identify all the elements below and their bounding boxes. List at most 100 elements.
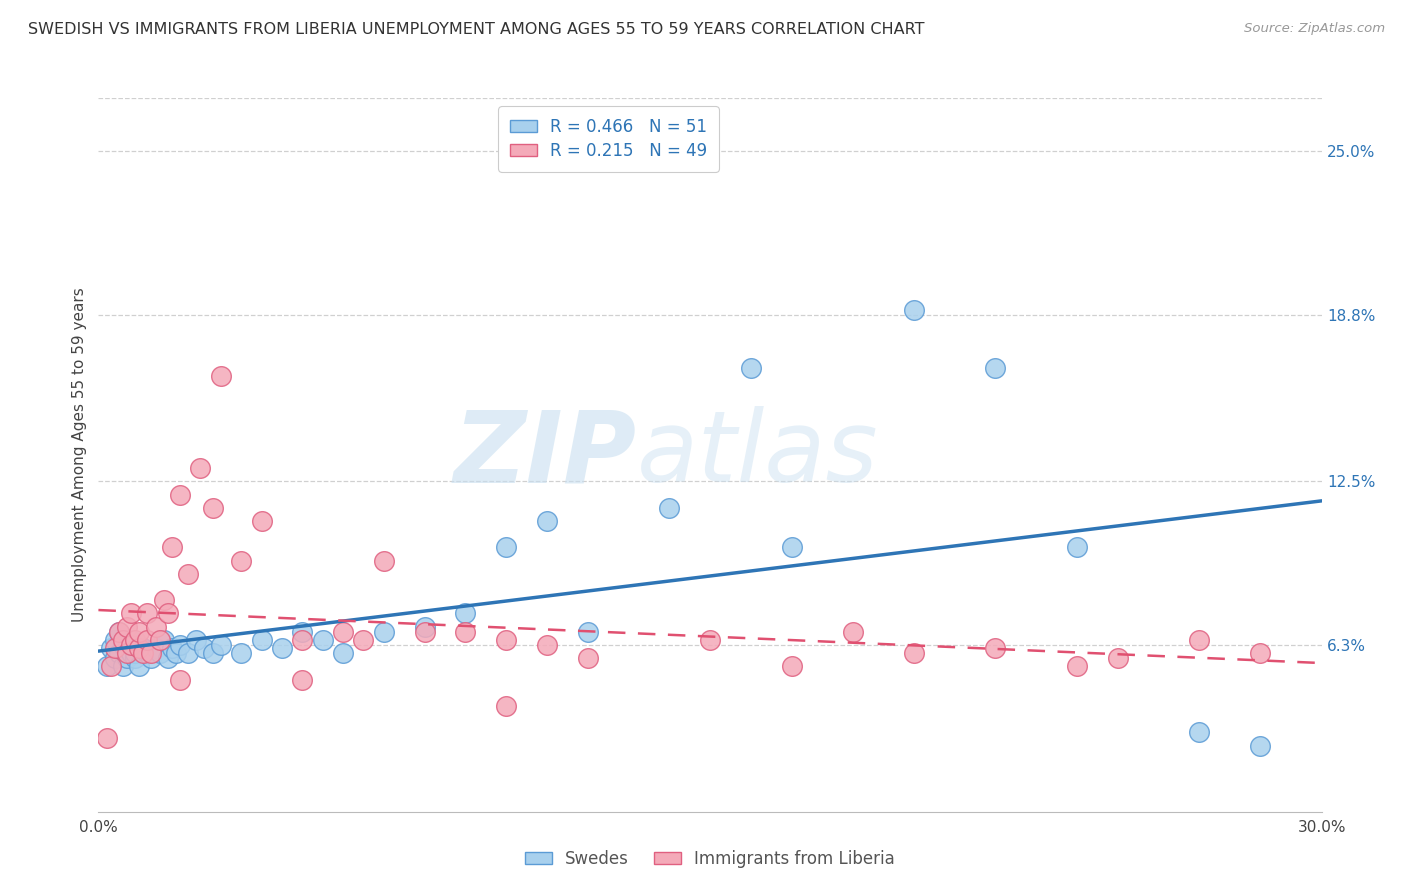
Point xyxy=(145,640,167,655)
Point xyxy=(152,632,174,647)
Point xyxy=(115,646,138,660)
Point xyxy=(250,514,273,528)
Point xyxy=(780,659,803,673)
Point xyxy=(413,625,436,640)
Point xyxy=(903,302,925,317)
Point xyxy=(120,646,142,660)
Point xyxy=(169,673,191,687)
Point xyxy=(188,461,212,475)
Y-axis label: Unemployment Among Ages 55 to 59 years: Unemployment Among Ages 55 to 59 years xyxy=(72,287,87,623)
Point xyxy=(145,620,167,634)
Point xyxy=(132,646,155,660)
Point xyxy=(536,514,558,528)
Point xyxy=(115,640,138,655)
Point xyxy=(100,640,122,655)
Point xyxy=(576,625,599,640)
Point xyxy=(270,640,294,655)
Point xyxy=(454,625,477,640)
Point xyxy=(780,541,803,555)
Point xyxy=(291,632,314,647)
Point xyxy=(291,625,314,640)
Point xyxy=(576,651,599,665)
Point xyxy=(352,632,374,647)
Point xyxy=(156,607,179,621)
Point xyxy=(332,646,354,660)
Point xyxy=(373,554,395,568)
Point xyxy=(136,646,159,660)
Point xyxy=(165,646,187,660)
Text: SWEDISH VS IMMIGRANTS FROM LIBERIA UNEMPLOYMENT AMONG AGES 55 TO 59 YEARS CORREL: SWEDISH VS IMMIGRANTS FROM LIBERIA UNEMP… xyxy=(28,22,925,37)
Point xyxy=(104,651,127,665)
Point xyxy=(160,640,183,655)
Point xyxy=(1188,632,1211,647)
Point xyxy=(108,646,131,660)
Point xyxy=(120,607,142,621)
Point xyxy=(156,651,179,665)
Point xyxy=(115,651,138,665)
Point xyxy=(495,632,517,647)
Text: ZIP: ZIP xyxy=(454,407,637,503)
Point xyxy=(984,360,1007,375)
Point xyxy=(231,646,253,660)
Point xyxy=(111,632,134,647)
Point xyxy=(177,566,200,581)
Point xyxy=(413,620,436,634)
Point xyxy=(332,625,354,640)
Point xyxy=(128,625,150,640)
Point xyxy=(128,638,150,652)
Point xyxy=(1188,725,1211,739)
Point xyxy=(160,541,183,555)
Point xyxy=(120,632,142,647)
Point xyxy=(115,620,138,634)
Point xyxy=(209,368,232,383)
Point xyxy=(536,638,558,652)
Point xyxy=(96,731,118,745)
Point xyxy=(903,646,925,660)
Point xyxy=(177,646,200,660)
Point xyxy=(132,640,155,655)
Point xyxy=(124,651,146,665)
Point xyxy=(169,487,191,501)
Point xyxy=(193,640,215,655)
Point xyxy=(149,632,172,647)
Point xyxy=(141,651,163,665)
Point xyxy=(136,607,159,621)
Point xyxy=(108,625,131,640)
Point xyxy=(120,638,142,652)
Point xyxy=(740,360,762,375)
Point xyxy=(104,640,127,655)
Point xyxy=(231,554,253,568)
Point xyxy=(658,500,681,515)
Point xyxy=(209,638,232,652)
Point xyxy=(984,640,1007,655)
Point xyxy=(111,659,134,673)
Point xyxy=(1249,739,1271,753)
Point xyxy=(136,632,159,647)
Point xyxy=(841,625,863,640)
Point xyxy=(186,632,208,647)
Point xyxy=(96,659,118,673)
Point xyxy=(108,625,131,640)
Point xyxy=(1107,651,1129,665)
Point xyxy=(250,632,273,647)
Point xyxy=(1066,541,1088,555)
Point xyxy=(128,640,150,655)
Point xyxy=(149,646,172,660)
Point xyxy=(373,625,395,640)
Point xyxy=(100,659,122,673)
Point xyxy=(1249,646,1271,660)
Point xyxy=(1066,659,1088,673)
Point xyxy=(111,638,134,652)
Point xyxy=(124,632,146,647)
Point xyxy=(495,698,517,713)
Point xyxy=(495,541,517,555)
Point xyxy=(104,632,127,647)
Text: atlas: atlas xyxy=(637,407,879,503)
Point xyxy=(201,646,224,660)
Point xyxy=(169,638,191,652)
Point xyxy=(291,673,314,687)
Point xyxy=(141,646,163,660)
Point xyxy=(152,593,174,607)
Point xyxy=(201,500,224,515)
Point xyxy=(128,659,150,673)
